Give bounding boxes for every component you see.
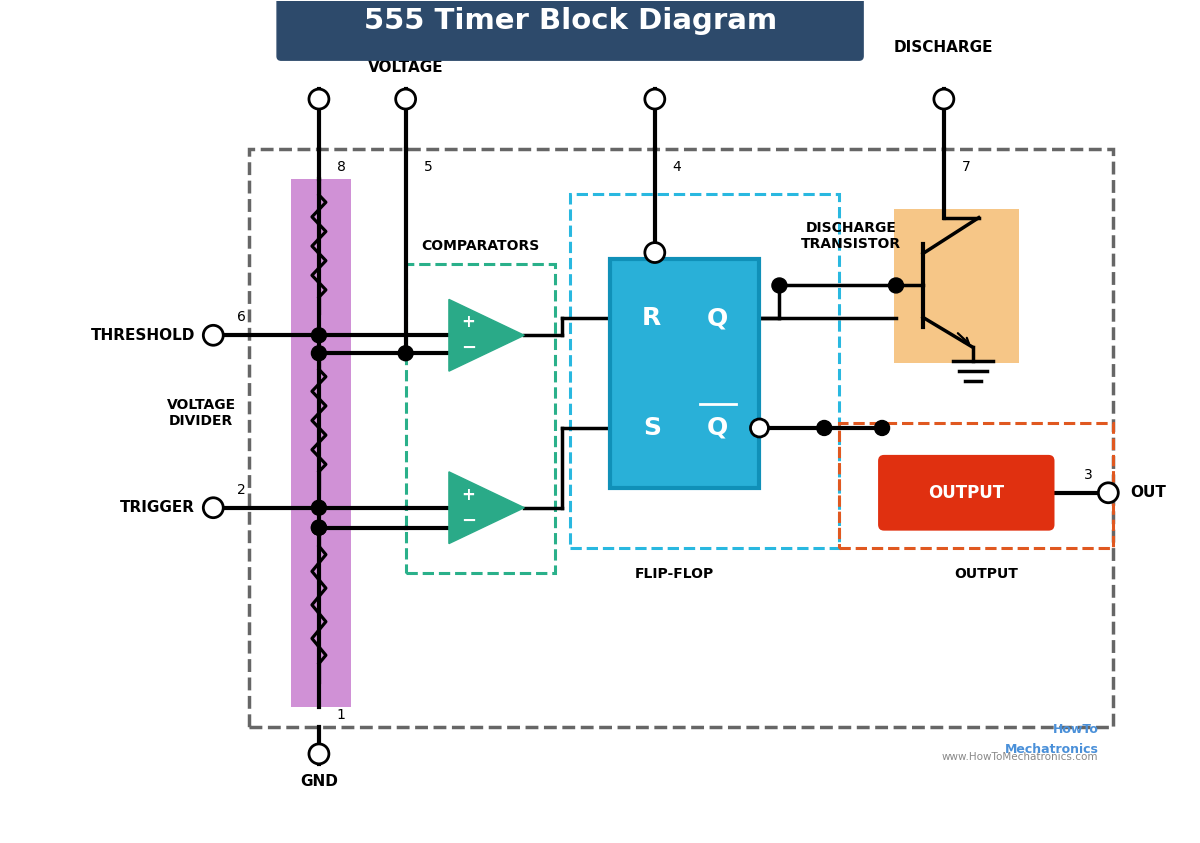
Text: R: R — [642, 306, 661, 330]
Text: 1: 1 — [337, 708, 346, 722]
Circle shape — [750, 419, 768, 437]
Circle shape — [203, 497, 223, 518]
Text: +: + — [461, 314, 475, 331]
Text: OUTPUT: OUTPUT — [954, 567, 1018, 582]
Circle shape — [817, 421, 832, 436]
Bar — [292, 179, 350, 707]
Circle shape — [203, 325, 223, 346]
Text: OUT: OUT — [1130, 486, 1166, 500]
Text: −: − — [461, 512, 476, 529]
Text: GND: GND — [300, 775, 338, 789]
Text: −: − — [461, 339, 476, 357]
Text: CONTROL: CONTROL — [365, 30, 446, 45]
Text: Q: Q — [707, 416, 728, 440]
Circle shape — [308, 89, 329, 109]
Text: www.HowToMechatronics.com: www.HowToMechatronics.com — [942, 752, 1098, 762]
Bar — [839, 423, 1114, 548]
Text: 3: 3 — [1084, 468, 1093, 482]
Text: THRESHOLD: THRESHOLD — [91, 328, 196, 343]
Text: DISCHARGE: DISCHARGE — [894, 40, 994, 55]
Text: 2: 2 — [236, 483, 246, 497]
Circle shape — [312, 520, 326, 535]
Text: COMPARATORS: COMPARATORS — [421, 239, 540, 253]
Circle shape — [644, 243, 665, 262]
Text: 6: 6 — [236, 310, 246, 325]
Text: VOLTAGE
DIVIDER: VOLTAGE DIVIDER — [167, 398, 236, 428]
Text: FLIP-FLOP: FLIP-FLOP — [635, 567, 714, 582]
Text: DISCHARGE
TRANSISTOR: DISCHARGE TRANSISTOR — [802, 221, 901, 250]
Text: TRIGGER: TRIGGER — [120, 500, 196, 515]
Text: S: S — [643, 416, 661, 440]
Polygon shape — [449, 472, 524, 544]
Circle shape — [312, 346, 326, 361]
Text: HowTo: HowTo — [1052, 723, 1098, 737]
Text: 5: 5 — [424, 160, 432, 174]
Text: +: + — [461, 486, 475, 504]
Circle shape — [398, 346, 413, 361]
Circle shape — [312, 520, 326, 535]
Bar — [610, 259, 760, 488]
Text: VCC: VCC — [302, 32, 336, 46]
Text: Mechatronics: Mechatronics — [1004, 744, 1098, 756]
Polygon shape — [449, 299, 524, 371]
FancyBboxPatch shape — [277, 0, 863, 60]
Circle shape — [1098, 483, 1118, 502]
Bar — [894, 209, 1019, 363]
Text: Q: Q — [707, 306, 728, 330]
Circle shape — [888, 278, 904, 293]
Circle shape — [312, 500, 326, 515]
Circle shape — [396, 89, 415, 109]
Bar — [406, 264, 556, 572]
Circle shape — [308, 744, 329, 764]
Text: 8: 8 — [337, 160, 346, 174]
Bar — [250, 149, 1114, 727]
FancyBboxPatch shape — [878, 455, 1055, 530]
Circle shape — [312, 328, 326, 343]
Text: OUTPUT: OUTPUT — [929, 484, 1004, 502]
Text: 555 Timer Block Diagram: 555 Timer Block Diagram — [364, 8, 776, 35]
Text: 4: 4 — [673, 160, 682, 174]
Text: 7: 7 — [962, 160, 971, 174]
Circle shape — [644, 89, 665, 109]
Text: VOLTAGE: VOLTAGE — [368, 60, 444, 75]
Circle shape — [934, 89, 954, 109]
Text: RESET: RESET — [628, 40, 682, 55]
Circle shape — [875, 421, 889, 436]
Circle shape — [772, 278, 787, 293]
Bar — [570, 194, 839, 548]
